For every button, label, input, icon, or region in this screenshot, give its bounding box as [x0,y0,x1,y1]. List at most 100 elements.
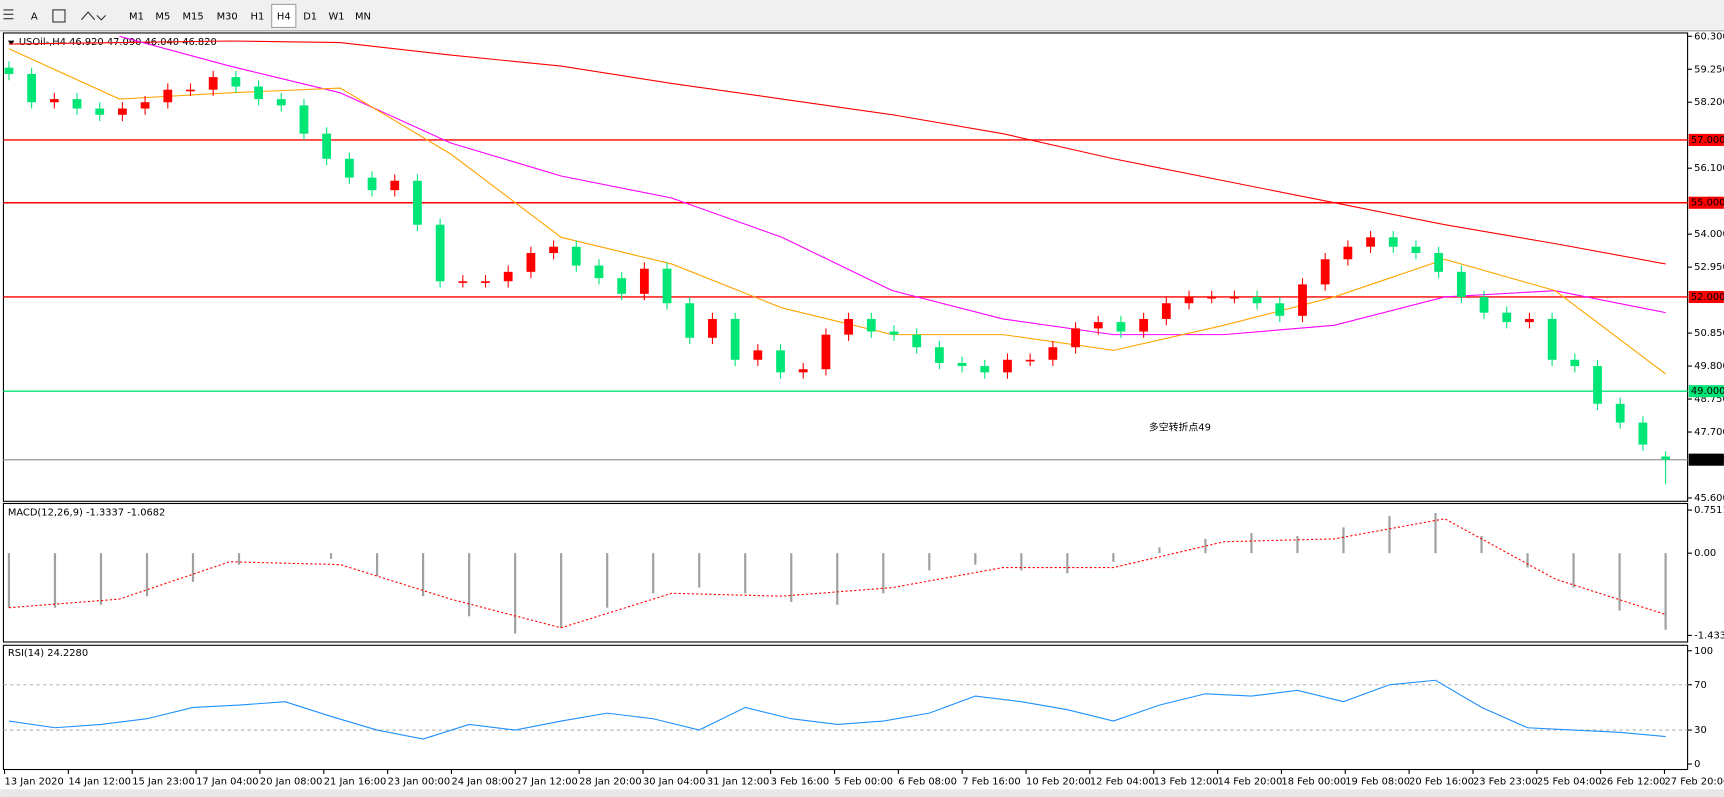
candle-body [4,67,14,74]
candle-body [367,177,377,191]
candle-body [1025,359,1035,362]
candle-body [708,318,717,338]
level-label: 49.000 [1691,386,1724,397]
y-tick-label: -1.433 [1694,630,1724,641]
y-tick-label: 56.100 [1694,163,1724,174]
timeframe-button[interactable] [245,4,270,28]
y-tick-label: 100 [1694,646,1713,657]
scrollbar[interactable] [0,789,1724,797]
x-tick-label: 19 Feb 08:00 [1345,777,1410,788]
candle-body [1343,246,1353,260]
candle-body [753,350,763,360]
timeframe-button[interactable] [324,4,349,28]
timeframe-label[interactable]: M15 [183,11,204,22]
level-label-box [1688,290,1724,304]
y-tick-label: 58.200 [1694,97,1724,108]
candle-body [72,99,82,109]
moving-average [8,40,1666,265]
tool-button[interactable] [22,5,47,27]
candle-body [413,180,422,225]
candle-body [1139,318,1149,332]
rsi-title: RSI(14) 24.2280 [8,648,88,659]
x-tick-label: 10 Feb 20:00 [1026,777,1091,788]
annotation: 多空转折点49 [1149,421,1211,434]
y-tick-label: 52.950 [1694,262,1724,273]
y-tick-label: 60.300 [1694,31,1724,42]
shapes-icon[interactable] [81,11,107,21]
candle-body [276,99,286,106]
candle-body [1093,322,1103,329]
candle-body [1456,271,1466,297]
candle-body [934,347,944,363]
timeframe-button[interactable] [150,4,175,28]
candle-body [390,180,400,191]
candle-body [1048,347,1058,360]
level-label: 57.000 [1691,135,1724,146]
x-tick-label: 14 Jan 12:00 [68,777,131,788]
rsi-pane [2,644,1689,771]
candle-body [1207,296,1217,299]
candle-body [1593,366,1602,404]
timeframe-label[interactable]: H4 [277,11,291,22]
candle-body [1184,296,1194,304]
candle-body [1547,318,1557,360]
candle-body [208,77,218,90]
timeframe-button[interactable] [177,4,210,28]
candle-body [730,318,740,360]
text-tool-icon[interactable] [52,9,66,23]
candle-body [435,224,445,282]
y-tick-label: 47.700 [1694,427,1724,438]
timeframe-label[interactable]: H1 [251,11,265,22]
candle-body [617,278,627,294]
timeframe-label[interactable]: M30 [217,11,238,22]
candle-body [526,252,536,272]
timeframe-label[interactable]: MN [355,11,371,22]
y-tick-label: 0 [1694,759,1700,770]
level-label-box [1688,133,1724,146]
level-label-box [1688,453,1724,466]
x-tick-label: 28 Jan 20:00 [579,777,642,788]
symbol-menu-icon[interactable] [7,40,15,46]
y-tick-label: 45.600 [1694,493,1724,504]
x-tick-label: 7 Feb 16:00 [962,777,1021,788]
level-label-box [1688,385,1724,398]
tool-label[interactable]: A [31,11,38,22]
candle-body [821,334,831,370]
macd-pane [2,502,1689,643]
timeframe-button[interactable] [350,4,376,28]
candle-body [1638,422,1648,445]
y-tick-label: 49.800 [1694,361,1724,372]
level-label: 46.820 [1691,455,1724,466]
candle-body [1615,403,1625,423]
candle-body [1003,359,1012,373]
candle-body [1366,237,1375,247]
candle-body [957,362,967,367]
candle-body [1479,296,1489,313]
x-tick-label: 21 Jan 16:00 [324,777,387,788]
candle-body [1388,237,1398,247]
timeframe-button[interactable] [211,4,244,28]
candle-body [1161,303,1171,319]
timeframe-button[interactable] [124,4,149,28]
candle-body [549,246,558,253]
timeframe-label[interactable]: M1 [129,11,144,22]
moving-average [8,48,1666,375]
x-tick-label: 14 Feb 20:00 [1218,777,1283,788]
candle-body [1661,456,1670,460]
timeframe-button[interactable] [298,4,323,28]
y-tick-label: 54.000 [1694,229,1724,240]
timeframe-label[interactable]: M5 [155,11,170,22]
rsi-line [8,679,1666,740]
level-label: 55.000 [1691,198,1724,209]
x-tick-label: 13 Feb 12:00 [1154,777,1219,788]
timeframe-label[interactable]: D1 [303,11,317,22]
timeframe-label[interactable]: W1 [329,11,345,22]
x-tick-label: 27 Jan 12:00 [515,777,578,788]
candle-body [798,369,808,373]
grid-icon[interactable] [3,9,14,20]
candle-body [49,99,59,103]
candle-body [662,268,672,304]
timeframe-button[interactable] [271,3,297,29]
